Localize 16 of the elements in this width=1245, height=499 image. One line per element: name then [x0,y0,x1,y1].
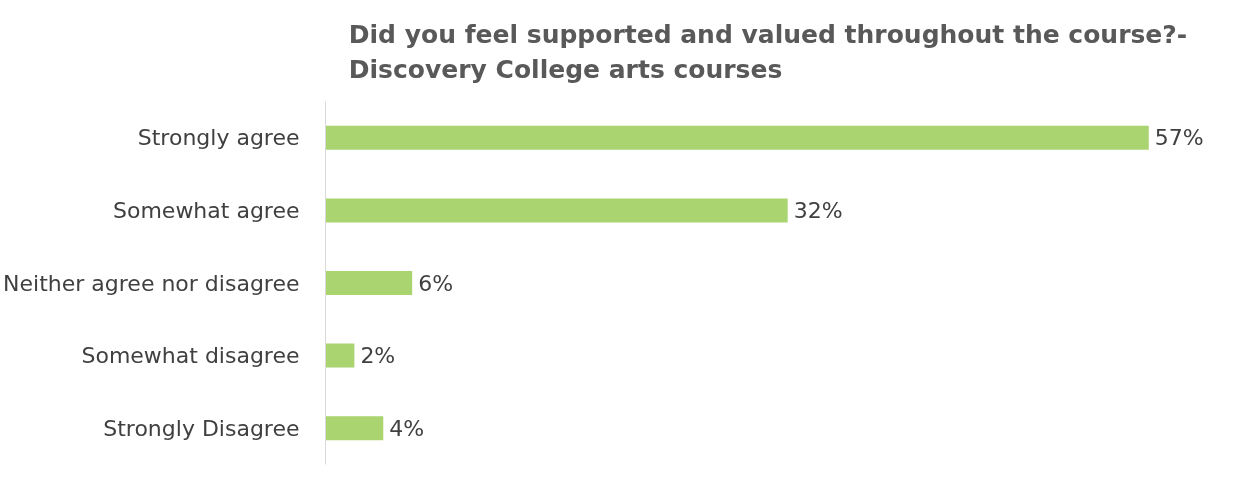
data-label: 2% [360,343,396,369]
y-tick-label: Somewhat agree [112,197,300,223]
bar [325,343,355,368]
data-label: 57% [1154,125,1204,151]
y-tick-label: Strongly agree [137,125,300,151]
data-label: 6% [418,270,454,296]
y-tick-label: Neither agree nor disagree [3,270,300,296]
chart-title: Did you feel supported and valued throughout the course?- Discovery College arts courses [348,20,1188,84]
data-label: 4% [389,415,425,441]
data-label: 32% [793,197,843,223]
bar [325,271,413,295]
y-tick-label: Strongly Disagree [103,415,300,441]
bar [325,416,384,441]
y-tick-label: Somewhat disagree [81,343,300,369]
bar [325,125,1149,150]
bar [325,198,788,223]
